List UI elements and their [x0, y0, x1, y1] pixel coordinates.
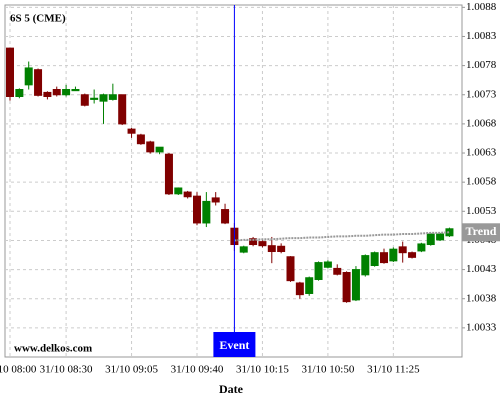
candle-body — [436, 233, 445, 241]
chart-title: 6S 5 (CME) — [10, 13, 66, 25]
candle-body — [408, 252, 417, 258]
candle-body — [267, 245, 276, 253]
event-label: Event — [219, 338, 249, 352]
candle-body — [202, 200, 211, 224]
x-tick-label: 31/10 09:05 — [105, 364, 158, 376]
candle-body — [118, 94, 127, 125]
x-tick-label: 31/10 11:25 — [367, 364, 420, 376]
candle-body — [323, 261, 332, 268]
trend-label: Trend — [466, 224, 497, 238]
candle-body — [80, 94, 89, 106]
event-label-box — [213, 332, 256, 357]
candle-body — [277, 245, 286, 253]
candle-body — [174, 187, 183, 195]
x-tick-label: 31/10 10:50 — [301, 364, 354, 376]
candle-body — [370, 252, 379, 267]
x-axis-label: Date — [219, 382, 244, 396]
candle-body — [136, 134, 145, 145]
candle-body — [221, 209, 230, 224]
y-tick-label: 1.0073 — [466, 88, 497, 100]
trend-label-box — [462, 223, 500, 242]
x-tick-label: 31/10 09:40 — [171, 364, 224, 376]
candle-body — [380, 252, 388, 264]
y-tick-label: 1.0083 — [466, 30, 497, 42]
candle-body — [333, 267, 342, 275]
y-tick-label: 1.0058 — [466, 176, 497, 188]
y-tick-label: 1.0078 — [466, 59, 497, 71]
candle-body — [193, 195, 201, 224]
candle-body — [15, 89, 24, 97]
candle-body — [71, 89, 80, 92]
candle-body — [90, 97, 99, 100]
y-tick-label: 1.0053 — [466, 205, 497, 217]
candle-body — [52, 89, 61, 96]
candle-body — [239, 246, 248, 253]
candle-body — [398, 246, 407, 254]
candle-body — [34, 69, 43, 96]
candle-body — [305, 277, 314, 294]
candle-body — [99, 94, 108, 102]
x-tick-label: 31/10 08:30 — [40, 364, 93, 376]
y-tick-label: 1.0063 — [466, 147, 497, 159]
candle-body — [342, 271, 351, 303]
candle-body — [146, 141, 155, 153]
y-tick-label: 1.0033 — [466, 321, 497, 333]
candle-body — [286, 256, 295, 282]
candle-body — [43, 91, 52, 97]
candle-body — [62, 89, 71, 96]
x-tick-label: 31/10 10:15 — [236, 364, 289, 376]
watermark: www.delkos.com — [14, 343, 92, 355]
candle-body — [258, 241, 267, 247]
candle-body — [24, 67, 33, 86]
candle-body — [108, 94, 117, 100]
candle-body — [389, 248, 398, 262]
y-tick-label: 1.0068 — [466, 117, 497, 129]
candle-body — [6, 47, 14, 97]
candle-body — [361, 255, 370, 276]
candle-body — [314, 262, 323, 280]
candle-body — [351, 269, 360, 301]
x-tick-label: 31/10 08:00 — [0, 364, 37, 376]
candle-body — [295, 282, 304, 296]
candle-body — [426, 233, 435, 246]
candle-body — [211, 197, 220, 203]
candle-body — [155, 146, 164, 153]
candle-body — [183, 191, 192, 198]
candle-body — [417, 243, 426, 252]
y-tick-label: 1.0038 — [466, 292, 497, 304]
y-tick-label: 1.0043 — [466, 263, 497, 275]
candle-body — [249, 238, 258, 246]
candle-body — [127, 128, 136, 134]
y-tick-label: 1.0088 — [466, 1, 497, 13]
candle-body — [445, 228, 454, 237]
trend-line — [234, 231, 450, 242]
candle-body — [164, 153, 173, 195]
